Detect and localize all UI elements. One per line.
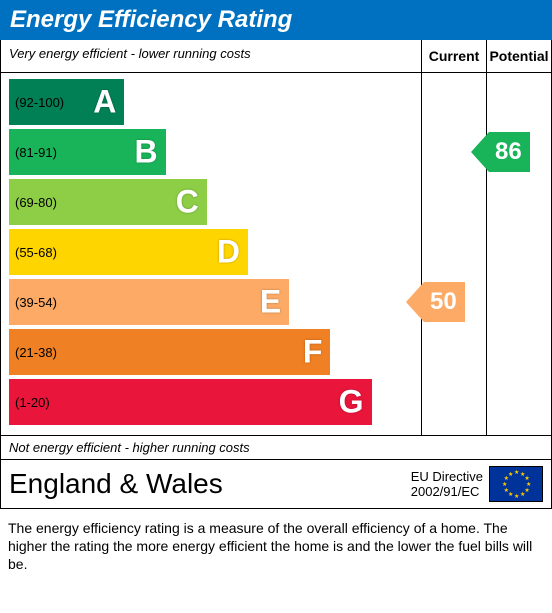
eu-flag-icon: ★★★★★★★★★★★★: [489, 466, 543, 502]
band-letter: D: [217, 234, 240, 271]
band-bar-g: (1-20) G: [9, 379, 372, 425]
eu-directive: EU Directive 2002/91/EC: [411, 469, 483, 499]
epc-container: Energy Efficiency Rating Very energy eff…: [0, 0, 552, 582]
band-range: (81-91): [9, 145, 57, 160]
band-row-f: (21-38) F: [9, 329, 421, 375]
current-arrow: 50: [424, 279, 465, 325]
potential-value: 86: [489, 132, 530, 172]
band-letter: C: [176, 184, 199, 221]
bottom-note: Not energy efficient - higher running co…: [1, 435, 551, 459]
band-bar-b: (81-91) B: [9, 129, 166, 175]
eu-star: ★: [514, 469, 519, 476]
eu-star: ★: [520, 491, 525, 498]
band-letter: A: [93, 84, 116, 121]
band-row-b: (81-91) B: [9, 129, 421, 175]
potential-column: 86: [486, 73, 551, 435]
chart-area: Very energy efficient - lower running co…: [0, 40, 552, 509]
band-row-e: (39-54) E: [9, 279, 421, 325]
potential-arrow: 86: [489, 129, 530, 175]
region-row: England & Wales EU Directive 2002/91/EC …: [1, 459, 551, 508]
current-value: 50: [424, 282, 465, 322]
top-note: Very energy efficient - lower running co…: [1, 40, 421, 72]
title-bar: Energy Efficiency Rating: [0, 0, 552, 40]
eu-star: ★: [514, 493, 519, 500]
band-letter: G: [339, 384, 364, 421]
region-name: England & Wales: [9, 468, 223, 500]
eu-star: ★: [508, 471, 513, 478]
band-row-a: (92-100) A: [9, 79, 421, 125]
band-row-c: (69-80) C: [9, 179, 421, 225]
band-range: (21-38): [9, 345, 57, 360]
band-range: (39-54): [9, 295, 57, 310]
band-range: (1-20): [9, 395, 50, 410]
band-bar-a: (92-100) A: [9, 79, 124, 125]
potential-header: Potential: [486, 40, 551, 72]
band-range: (92-100): [9, 95, 64, 110]
directive-line1: EU Directive: [411, 469, 483, 484]
band-bar-d: (55-68) D: [9, 229, 248, 275]
band-range: (69-80): [9, 195, 57, 210]
band-letter: E: [260, 284, 281, 321]
band-letter: F: [303, 334, 323, 371]
directive-line2: 2002/91/EC: [411, 484, 483, 499]
band-letter: B: [134, 134, 157, 171]
band-bar-f: (21-38) F: [9, 329, 330, 375]
caption-text: The energy efficiency rating is a measur…: [0, 509, 552, 582]
header-row: Very energy efficient - lower running co…: [1, 40, 551, 73]
current-column: 50: [421, 73, 486, 435]
current-header: Current: [421, 40, 486, 72]
band-row-g: (1-20) G: [9, 379, 421, 425]
band-range: (55-68): [9, 245, 57, 260]
band-row-d: (55-68) D: [9, 229, 421, 275]
eu-star: ★: [502, 481, 507, 488]
body-row: (92-100) A (81-91) B (69-80) C (55-68) D (39-54)…: [1, 73, 551, 435]
band-bar-c: (69-80) C: [9, 179, 207, 225]
band-bar-e: (39-54) E: [9, 279, 289, 325]
eu-star: ★: [504, 487, 509, 494]
bands-area: (92-100) A (81-91) B (69-80) C (55-68) D (39-54)…: [1, 73, 421, 435]
region-right: EU Directive 2002/91/EC ★★★★★★★★★★★★: [411, 466, 543, 502]
